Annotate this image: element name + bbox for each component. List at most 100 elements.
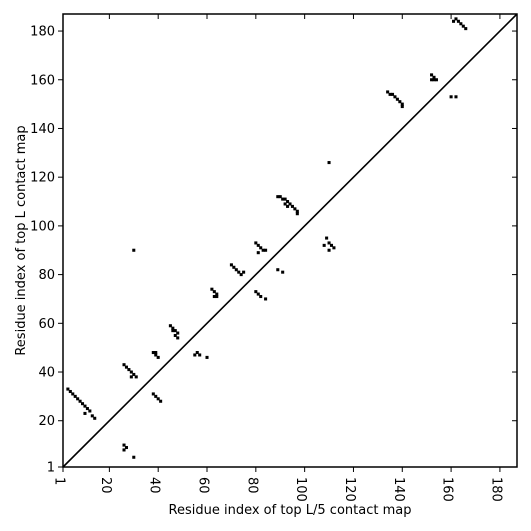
contact-point-top-l xyxy=(293,207,297,211)
y-tick-label: 100 xyxy=(30,219,55,234)
contact-point-top-l xyxy=(276,195,280,199)
x-tick-label: 100 xyxy=(293,477,308,502)
contact-point-top-l xyxy=(173,333,177,338)
contact-points xyxy=(66,17,468,459)
contact-point-top-l5 xyxy=(276,268,280,272)
contact-point-top-l5 xyxy=(327,248,331,252)
contact-point-top-l xyxy=(286,204,290,208)
contact-point-top-l xyxy=(290,204,294,208)
contact-point-top-l xyxy=(124,365,128,369)
contact-point-top-l xyxy=(173,329,177,333)
contact-point-top-l5 xyxy=(329,243,334,247)
contact-point-top-l xyxy=(264,248,268,252)
contact-point-top-l xyxy=(281,197,285,201)
contact-point-top-l xyxy=(398,100,402,104)
contact-point-top-l5 xyxy=(195,351,199,355)
contact-point-top-l5 xyxy=(264,297,268,301)
contact-point-top-l xyxy=(134,375,138,379)
contact-point-top-l5 xyxy=(122,443,126,447)
contact-point-top-l xyxy=(256,251,260,255)
contact-point-top-l xyxy=(390,92,395,96)
contact-point-top-l xyxy=(68,389,72,394)
contact-point-top-l xyxy=(430,78,434,82)
x-tick-label: 80 xyxy=(244,477,259,494)
contact-point-top-l5 xyxy=(154,394,158,398)
contact-point-top-l xyxy=(327,161,331,165)
diagonal-line xyxy=(62,13,518,468)
contact-point-top-l xyxy=(71,392,75,396)
contact-point-top-l xyxy=(88,409,92,413)
contact-point-top-l xyxy=(85,407,89,411)
x-tick-label: 180 xyxy=(488,477,503,502)
y-tick-label: 40 xyxy=(38,366,55,381)
x-tick-label: 60 xyxy=(196,477,211,494)
contact-point-top-l xyxy=(288,202,292,206)
contact-point-top-l xyxy=(239,273,243,277)
y-tick-label: 80 xyxy=(38,268,55,283)
contact-point-top-l xyxy=(93,416,97,420)
contact-point-top-l5 xyxy=(198,353,202,357)
contact-point-top-l xyxy=(73,394,77,398)
contact-point-top-l xyxy=(295,209,299,213)
contact-point-top-l xyxy=(132,372,136,376)
contact-point-top-l5 xyxy=(256,292,260,296)
contact-point-top-l xyxy=(122,363,126,367)
contact-point-top-l xyxy=(90,414,94,418)
contact-point-top-l xyxy=(154,351,158,355)
contact-point-top-l xyxy=(129,370,133,374)
y-axis-label: Residue index of top L contact map xyxy=(14,125,29,355)
contact-point-top-l xyxy=(388,92,392,96)
y-tick-label: 140 xyxy=(30,122,55,137)
contact-point-top-l5 xyxy=(159,399,163,403)
x-tick-label: 40 xyxy=(147,477,162,494)
contact-point-top-l xyxy=(176,331,180,335)
contact-point-top-l xyxy=(229,263,233,267)
x-tick-label: 1 xyxy=(52,477,67,485)
contact-point-top-l xyxy=(151,351,155,355)
contact-point-top-l xyxy=(434,78,438,82)
contact-point-top-l xyxy=(66,387,70,391)
contact-point-top-l xyxy=(283,202,287,206)
contact-point-top-l xyxy=(278,195,282,199)
contact-point-top-l xyxy=(259,246,263,250)
contact-point-top-l xyxy=(176,336,180,340)
x-tick-label: 120 xyxy=(342,477,357,502)
contact-point-top-l xyxy=(129,375,133,379)
contact-point-top-l xyxy=(256,243,260,247)
contact-point-top-l5 xyxy=(254,290,258,294)
contact-point-top-l xyxy=(83,404,87,408)
contact-point-top-l5 xyxy=(122,448,126,452)
contact-point-top-l5 xyxy=(281,270,285,274)
contact-point-top-l xyxy=(432,78,436,82)
contact-point-top-l xyxy=(168,324,172,328)
x-axis-label: Residue index of top L/5 contact map xyxy=(169,503,412,518)
axis-ticks: 1 20 40 60 80 100 120 140 160 1801204060801001201… xyxy=(30,14,517,502)
contact-point-top-l xyxy=(400,105,404,109)
contact-point-top-l xyxy=(156,355,160,359)
contact-point-top-l xyxy=(154,353,158,357)
x-tick-label: 140 xyxy=(391,477,406,502)
contact-point-top-l xyxy=(132,248,136,252)
contact-point-top-l xyxy=(452,19,456,23)
contact-point-top-l xyxy=(295,212,299,216)
contact-point-top-l xyxy=(454,17,458,21)
contact-point-top-l xyxy=(461,24,465,28)
contact-point-top-l xyxy=(212,290,216,294)
plot-frame xyxy=(62,13,518,468)
contact-point-top-l xyxy=(171,326,175,330)
contact-point-top-l5 xyxy=(325,236,329,240)
contact-point-top-l xyxy=(212,294,216,299)
contact-point-top-l xyxy=(210,287,214,291)
contact-point-top-l xyxy=(171,329,175,333)
contact-point-top-l5 xyxy=(322,243,326,247)
contact-point-top-l xyxy=(459,22,463,26)
contact-point-top-l5 xyxy=(205,355,209,359)
contact-point-top-l5 xyxy=(124,445,128,450)
y-tick-label: 180 xyxy=(30,25,55,40)
contact-point-top-l xyxy=(432,75,436,79)
contact-point-top-l xyxy=(400,102,404,106)
contact-point-top-l5 xyxy=(327,241,331,245)
contact-point-top-l xyxy=(78,399,82,403)
contact-point-top-l5 xyxy=(151,392,155,396)
